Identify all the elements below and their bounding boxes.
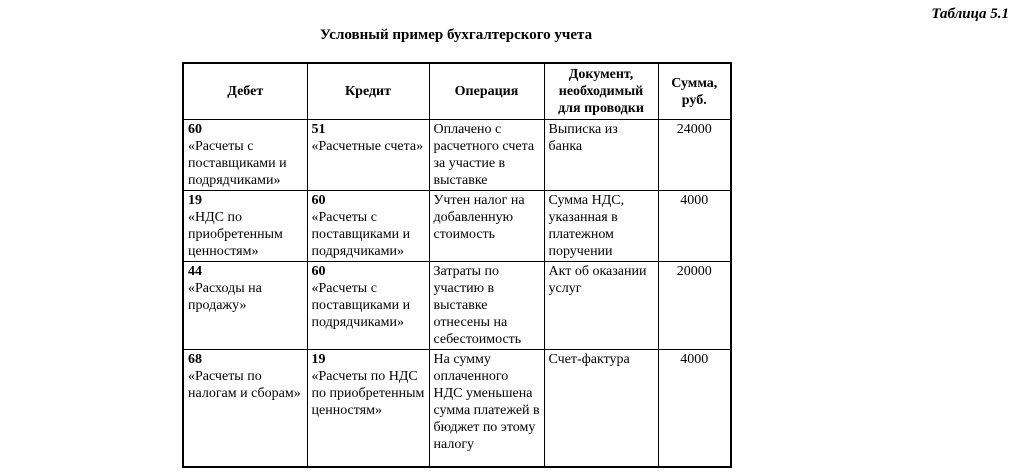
table-header: Дебет Кредит Операция Документ, необходи…	[182, 62, 732, 120]
column-header-amount: Сумма, руб.	[657, 62, 732, 120]
credit-account-name: «Расчетные счета»	[311, 139, 424, 154]
document-cell: Счет-фактура	[543, 349, 659, 467]
credit-account-name: «Расчеты по НДС по приобретенным ценност…	[311, 369, 425, 418]
debit-account-code: 60	[188, 122, 202, 137]
credit-account-code: 60	[311, 193, 326, 208]
debit-account-name: «Расчеты с поставщиками и подрядчиками»	[188, 139, 287, 188]
amount-cell: 24000	[657, 119, 732, 191]
table-row: 60 «Расчеты с поставщиками и подрядчикам…	[182, 119, 732, 191]
credit-account-code: 51	[311, 122, 326, 137]
debit-cell: 68 «Расчеты по налогам и сборам»	[182, 349, 308, 467]
debit-account-name: «НДС по приобретенным ценностям»	[188, 210, 283, 259]
table-row: 68 «Расчеты по налогам и сборам» 19 «Рас…	[182, 349, 732, 467]
amount-cell: 4000	[657, 349, 732, 467]
document-cell: Акт об оказании услуг	[543, 261, 659, 350]
debit-account-name: «Расчеты по налогам и сборам»	[188, 369, 301, 401]
table-row: 44 «Расходы на продажу» 60 «Расчеты с по…	[182, 261, 732, 350]
operation-cell: Учтен налог на добавленную стоимость	[428, 190, 545, 262]
column-header-debit: Дебет	[182, 62, 308, 120]
operation-cell: Оплачено с расчетного счета за участие в…	[428, 119, 545, 191]
credit-account-name: «Расчеты с поставщиками и подрядчиками»	[311, 210, 411, 259]
debit-account-code: 68	[188, 352, 202, 367]
credit-cell: 51 «Расчетные счета»	[306, 119, 430, 191]
accounting-table: Дебет Кредит Операция Документ, необходи…	[182, 62, 732, 468]
page-title: Условный пример бухгалтерского учета	[319, 27, 593, 43]
document-cell: Выписка из банка	[543, 119, 659, 191]
debit-account-code: 44	[188, 264, 202, 279]
debit-account-code: 19	[188, 193, 202, 208]
table-number-label: Таблица 5.1	[931, 6, 1009, 22]
operation-cell: На сумму оплаченного НДС уменьшена сумма…	[428, 349, 545, 467]
credit-account-code: 19	[311, 352, 326, 367]
column-header-document: Документ, необходимый для проводки	[543, 62, 659, 120]
debit-account-name: «Расходы на продажу»	[188, 281, 262, 313]
debit-cell: 19 «НДС по приобретенным ценностям»	[182, 190, 308, 262]
amount-cell: 4000	[657, 190, 732, 262]
credit-cell: 60 «Расчеты с поставщиками и подрядчикам…	[306, 261, 430, 350]
operation-cell: Затраты по участию в выставке отнесены н…	[428, 261, 545, 350]
document-cell: Сумма НДС, указанная в платежном поручен…	[543, 190, 659, 262]
debit-cell: 60 «Расчеты с поставщиками и подрядчикам…	[182, 119, 308, 191]
table-row: 19 «НДС по приобретенным ценностям» 60 «…	[182, 190, 732, 262]
column-header-credit: Кредит	[306, 62, 430, 120]
amount-cell: 20000	[657, 261, 732, 350]
credit-cell: 60 «Расчеты с поставщиками и подрядчикам…	[306, 190, 430, 262]
debit-cell: 44 «Расходы на продажу»	[182, 261, 308, 350]
credit-account-name: «Расчеты с поставщиками и подрядчиками»	[311, 281, 411, 330]
column-header-operation: Операция	[428, 62, 545, 120]
credit-cell: 19 «Расчеты по НДС по приобретенным ценн…	[306, 349, 430, 467]
credit-account-code: 60	[311, 264, 326, 279]
